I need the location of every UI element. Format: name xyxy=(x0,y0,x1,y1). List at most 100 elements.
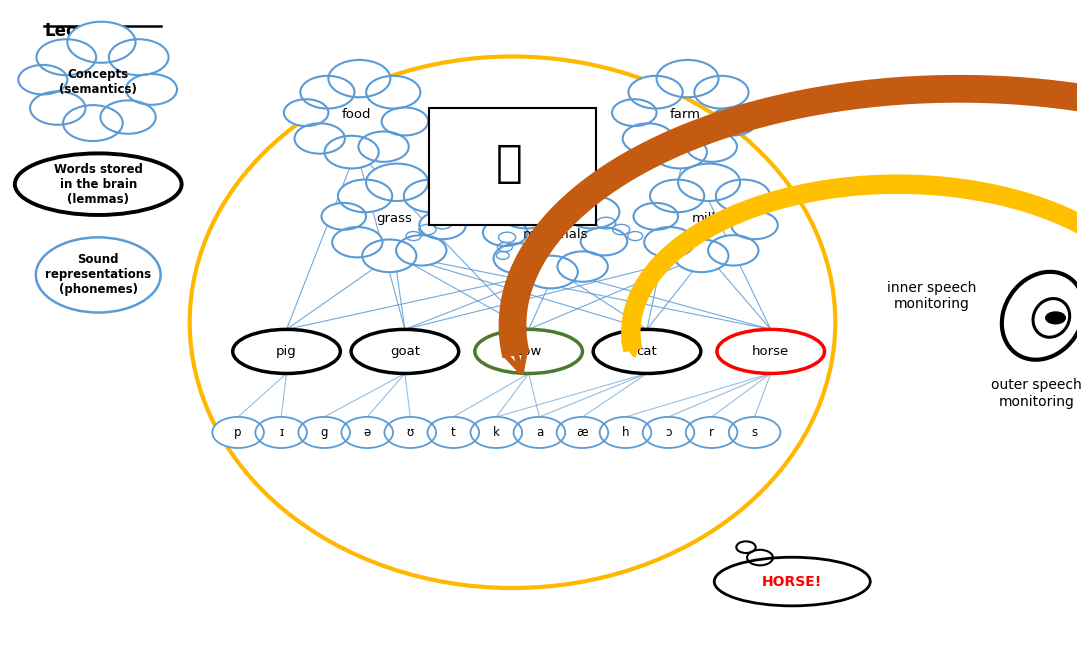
Circle shape xyxy=(36,238,161,312)
Text: pig: pig xyxy=(276,345,297,358)
Text: horse: horse xyxy=(752,345,790,358)
Circle shape xyxy=(324,136,379,169)
Circle shape xyxy=(384,417,436,448)
Circle shape xyxy=(716,180,770,212)
Circle shape xyxy=(653,136,707,169)
Circle shape xyxy=(736,542,756,553)
Circle shape xyxy=(581,227,627,255)
Circle shape xyxy=(600,417,651,448)
Circle shape xyxy=(687,132,737,162)
Circle shape xyxy=(523,256,578,288)
Circle shape xyxy=(494,243,544,273)
Text: t: t xyxy=(451,426,455,439)
Text: ə: ə xyxy=(364,426,371,439)
Circle shape xyxy=(300,76,355,109)
Circle shape xyxy=(622,123,673,154)
Text: Concepts
(semantics): Concepts (semantics) xyxy=(59,68,138,96)
Circle shape xyxy=(329,60,390,97)
Circle shape xyxy=(612,99,656,126)
Circle shape xyxy=(31,91,85,125)
Circle shape xyxy=(68,21,135,62)
Text: 🐄: 🐄 xyxy=(496,142,523,185)
Circle shape xyxy=(342,417,393,448)
Text: k: k xyxy=(492,426,500,439)
Circle shape xyxy=(363,240,416,272)
Ellipse shape xyxy=(593,329,701,374)
Text: food: food xyxy=(342,108,371,121)
Text: Legend:: Legend: xyxy=(45,22,120,40)
Circle shape xyxy=(728,417,781,448)
Text: inner speech
monitoring: inner speech monitoring xyxy=(888,281,977,311)
Ellipse shape xyxy=(717,329,824,374)
Circle shape xyxy=(732,211,778,239)
Circle shape xyxy=(284,99,329,126)
Circle shape xyxy=(471,417,522,448)
Circle shape xyxy=(710,107,757,135)
Circle shape xyxy=(527,180,590,217)
Circle shape xyxy=(404,180,458,212)
Circle shape xyxy=(1046,312,1066,324)
Circle shape xyxy=(558,251,608,282)
Circle shape xyxy=(674,240,728,272)
Circle shape xyxy=(63,105,122,141)
Text: farm: farm xyxy=(669,108,700,121)
Text: h: h xyxy=(621,426,629,439)
Circle shape xyxy=(109,39,168,75)
Text: s: s xyxy=(751,426,758,439)
Text: Words stored
in the brain
(lemmas): Words stored in the brain (lemmas) xyxy=(54,163,143,206)
Circle shape xyxy=(427,417,479,448)
Text: cow: cow xyxy=(515,345,542,358)
Text: HORSE!: HORSE! xyxy=(762,575,822,589)
Circle shape xyxy=(36,39,96,75)
Circle shape xyxy=(396,235,447,266)
Ellipse shape xyxy=(233,329,341,374)
Circle shape xyxy=(629,76,682,109)
Circle shape xyxy=(557,417,608,448)
Circle shape xyxy=(513,417,566,448)
Text: goat: goat xyxy=(390,345,420,358)
Circle shape xyxy=(381,107,428,135)
Text: ʊ: ʊ xyxy=(406,426,414,439)
Text: ɔ: ɔ xyxy=(665,426,672,439)
Circle shape xyxy=(644,227,695,257)
Circle shape xyxy=(656,60,719,97)
Circle shape xyxy=(256,417,307,448)
Circle shape xyxy=(747,550,773,565)
Circle shape xyxy=(337,180,392,212)
Circle shape xyxy=(483,219,527,246)
Text: grass: grass xyxy=(376,212,412,225)
Circle shape xyxy=(499,196,554,229)
Text: milk: milk xyxy=(692,212,721,225)
Circle shape xyxy=(686,417,737,448)
Circle shape xyxy=(650,180,704,212)
Circle shape xyxy=(708,235,759,266)
Circle shape xyxy=(358,132,408,162)
Circle shape xyxy=(295,123,345,154)
Circle shape xyxy=(321,203,366,230)
Circle shape xyxy=(19,65,68,94)
Text: p: p xyxy=(235,426,241,439)
Circle shape xyxy=(633,203,678,230)
Ellipse shape xyxy=(475,329,582,374)
Text: Sound
representations
(phonemes): Sound representations (phonemes) xyxy=(45,253,152,296)
Circle shape xyxy=(298,417,351,448)
Text: r: r xyxy=(709,426,714,439)
Text: cat: cat xyxy=(637,345,657,358)
Text: ɪ: ɪ xyxy=(280,426,283,439)
Circle shape xyxy=(366,76,420,109)
Text: a: a xyxy=(536,426,543,439)
FancyBboxPatch shape xyxy=(429,108,596,225)
Text: mammals: mammals xyxy=(523,228,589,241)
Circle shape xyxy=(419,211,466,239)
Ellipse shape xyxy=(1001,272,1084,360)
Text: æ: æ xyxy=(577,426,589,439)
Circle shape xyxy=(643,417,695,448)
Text: g: g xyxy=(320,426,328,439)
Circle shape xyxy=(695,76,749,109)
Ellipse shape xyxy=(714,557,870,606)
Circle shape xyxy=(566,196,619,229)
Circle shape xyxy=(100,100,156,134)
Ellipse shape xyxy=(15,154,181,215)
Circle shape xyxy=(366,163,428,201)
Circle shape xyxy=(126,74,177,105)
